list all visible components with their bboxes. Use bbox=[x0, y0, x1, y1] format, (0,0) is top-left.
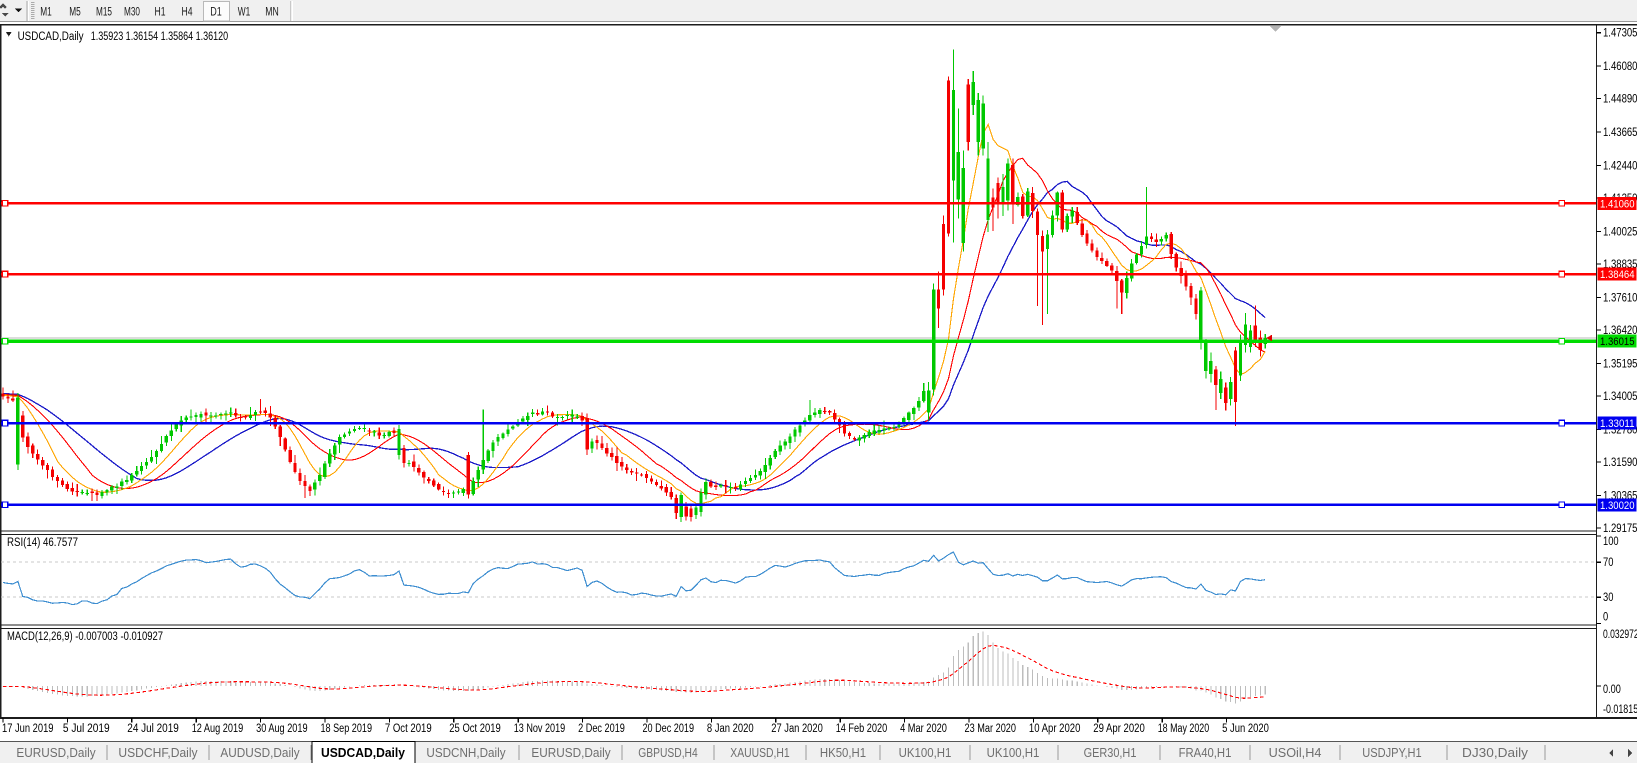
svg-text:7 Oct 2019: 7 Oct 2019 bbox=[385, 723, 432, 735]
svg-text:1.46080: 1.46080 bbox=[1603, 61, 1637, 73]
svg-text:UK100,H1: UK100,H1 bbox=[899, 746, 952, 760]
svg-text:1.31590: 1.31590 bbox=[1603, 457, 1637, 469]
svg-text:GBPUSD,H4: GBPUSD,H4 bbox=[638, 746, 697, 760]
svg-text:USDCAD,Daily: USDCAD,Daily bbox=[321, 746, 405, 760]
svg-text:4 Mar 2020: 4 Mar 2020 bbox=[900, 723, 947, 735]
svg-text:5 Jun 2020: 5 Jun 2020 bbox=[1222, 723, 1269, 735]
svg-text:1.41060: 1.41060 bbox=[1600, 198, 1635, 210]
svg-text:USDCAD,Daily: USDCAD,Daily bbox=[18, 31, 84, 43]
svg-text:0: 0 bbox=[1603, 612, 1608, 624]
svg-text:H4: H4 bbox=[182, 7, 193, 19]
svg-text:10 Apr 2020: 10 Apr 2020 bbox=[1029, 723, 1081, 735]
svg-text:30: 30 bbox=[1603, 592, 1613, 604]
svg-text:1.36015: 1.36015 bbox=[1600, 336, 1635, 348]
svg-text:XAUUSD,H1: XAUUSD,H1 bbox=[730, 746, 789, 760]
svg-text:1.35923 1.36154 1.35864 1.3612: 1.35923 1.36154 1.35864 1.36120 bbox=[91, 31, 229, 43]
svg-text:12 Aug 2019: 12 Aug 2019 bbox=[192, 723, 244, 735]
svg-text:1.47305: 1.47305 bbox=[1603, 28, 1637, 40]
svg-text:H1: H1 bbox=[155, 7, 166, 19]
svg-text:USDCHF,Daily: USDCHF,Daily bbox=[118, 746, 198, 760]
svg-text:GER30,H1: GER30,H1 bbox=[1084, 746, 1137, 760]
svg-text:-0.018154: -0.018154 bbox=[1603, 704, 1637, 716]
svg-text:5 Jul 2019: 5 Jul 2019 bbox=[63, 723, 110, 735]
svg-text:M30: M30 bbox=[124, 7, 140, 19]
svg-text:1.29175: 1.29175 bbox=[1603, 523, 1637, 535]
svg-text:0.00: 0.00 bbox=[1603, 684, 1621, 696]
svg-text:1.40025: 1.40025 bbox=[1603, 227, 1637, 239]
svg-text:8 Jan 2020: 8 Jan 2020 bbox=[707, 723, 754, 735]
svg-text:1.36420: 1.36420 bbox=[1603, 325, 1637, 337]
svg-text:AUDUSD,Daily: AUDUSD,Daily bbox=[220, 746, 300, 760]
svg-text:W1: W1 bbox=[238, 7, 251, 19]
svg-text:HK50,H1: HK50,H1 bbox=[820, 746, 866, 760]
svg-text:DJ30,Daily: DJ30,Daily bbox=[1462, 746, 1529, 760]
svg-text:29 Apr 2020: 29 Apr 2020 bbox=[1093, 723, 1145, 735]
svg-text:18 Sep 2019: 18 Sep 2019 bbox=[321, 723, 373, 735]
svg-text:30 Aug 2019: 30 Aug 2019 bbox=[256, 723, 308, 735]
svg-text:18 May 2020: 18 May 2020 bbox=[1158, 723, 1210, 735]
svg-text:USDCNH,Daily: USDCNH,Daily bbox=[426, 746, 506, 760]
svg-text:14 Feb 2020: 14 Feb 2020 bbox=[836, 723, 888, 735]
svg-text:FRA40,H1: FRA40,H1 bbox=[1179, 746, 1232, 760]
svg-text:1.44890: 1.44890 bbox=[1603, 94, 1637, 106]
svg-text:1.35195: 1.35195 bbox=[1603, 359, 1637, 371]
svg-text:M5: M5 bbox=[69, 7, 81, 19]
svg-text:2 Dec 2019: 2 Dec 2019 bbox=[578, 723, 625, 735]
svg-text:70: 70 bbox=[1603, 557, 1613, 569]
svg-text:25 Oct 2019: 25 Oct 2019 bbox=[449, 723, 501, 735]
svg-text:MACD(12,26,9) -0.007003 -0.010: MACD(12,26,9) -0.007003 -0.010927 bbox=[7, 631, 163, 643]
svg-text:1.43665: 1.43665 bbox=[1603, 127, 1637, 139]
svg-text:M15: M15 bbox=[96, 7, 112, 19]
svg-text:USOil,H4: USOil,H4 bbox=[1269, 746, 1322, 760]
svg-text:USDJPY,H1: USDJPY,H1 bbox=[1362, 746, 1421, 760]
svg-text:MN: MN bbox=[265, 7, 279, 19]
svg-text:17 Jun 2019: 17 Jun 2019 bbox=[2, 723, 54, 735]
svg-text:20 Dec 2019: 20 Dec 2019 bbox=[643, 723, 695, 735]
svg-text:27 Jan 2020: 27 Jan 2020 bbox=[771, 723, 823, 735]
svg-text:1.38464: 1.38464 bbox=[1600, 269, 1635, 281]
svg-text:1.42440: 1.42440 bbox=[1603, 161, 1637, 173]
svg-text:M1: M1 bbox=[40, 7, 52, 19]
svg-text:1.37610: 1.37610 bbox=[1603, 293, 1637, 305]
svg-text:13 Nov 2019: 13 Nov 2019 bbox=[514, 723, 566, 735]
svg-text:1.34005: 1.34005 bbox=[1603, 391, 1637, 403]
svg-text:100: 100 bbox=[1603, 536, 1619, 548]
svg-text:D1: D1 bbox=[210, 7, 222, 19]
svg-text:EURUSD,Daily: EURUSD,Daily bbox=[16, 746, 96, 760]
svg-text:1.33011: 1.33011 bbox=[1600, 418, 1635, 430]
svg-text:RSI(14) 46.7577: RSI(14) 46.7577 bbox=[7, 537, 78, 549]
svg-text:EURUSD,Daily: EURUSD,Daily bbox=[531, 746, 611, 760]
svg-text:0.032972: 0.032972 bbox=[1603, 629, 1637, 641]
svg-text:UK100,H1: UK100,H1 bbox=[987, 746, 1040, 760]
svg-text:1.30020: 1.30020 bbox=[1600, 500, 1635, 512]
svg-text:24 Jul 2019: 24 Jul 2019 bbox=[127, 723, 179, 735]
svg-text:23 Mar 2020: 23 Mar 2020 bbox=[965, 723, 1017, 735]
